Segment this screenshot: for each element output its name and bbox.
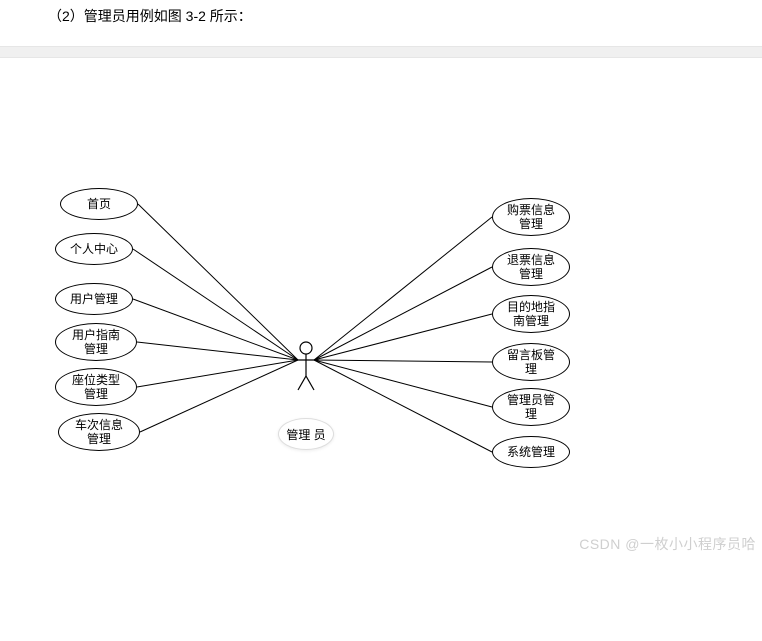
- connector: [138, 204, 298, 360]
- section-gap: [0, 46, 762, 58]
- uc-profile: 个人中心: [55, 233, 133, 265]
- uc-dest-guide: 目的地指南管理: [492, 295, 570, 333]
- use-case-diagram: 管理 员 首页个人中心用户管理用户指南管理座位类型管理车次信息管理 购票信息管理退票…: [0, 58, 762, 558]
- connector: [314, 360, 492, 452]
- header-caption: （2）管理员用例如图 3-2 所示：: [0, 0, 762, 46]
- connector: [314, 217, 492, 360]
- connector: [140, 360, 298, 432]
- uc-seat-type: 座位类型管理: [55, 368, 137, 406]
- caption-text: （2）管理员用例如图 3-2 所示：: [48, 8, 252, 24]
- uc-admin-mgmt: 管理员管理: [492, 388, 570, 426]
- actor-icon: [296, 342, 316, 390]
- uc-user-guide: 用户指南管理: [55, 323, 137, 361]
- uc-ticket-info: 购票信息管理: [492, 198, 570, 236]
- uc-train-info: 车次信息管理: [58, 413, 140, 451]
- connector: [133, 249, 298, 360]
- uc-user-mgmt: 用户管理: [55, 283, 133, 315]
- uc-home: 首页: [60, 188, 138, 220]
- connector: [314, 360, 492, 362]
- uc-refund-info: 退票信息管理: [492, 248, 570, 286]
- connector: [314, 314, 492, 360]
- connector: [314, 267, 492, 360]
- connector: [314, 360, 492, 407]
- connector: [137, 360, 298, 387]
- actor-label: 管理 员: [278, 418, 334, 450]
- watermark: CSDN @一枚小小程序员哈: [579, 534, 756, 554]
- uc-system-mgmt: 系统管理: [492, 436, 570, 468]
- uc-msgboard: 留言板管理: [492, 343, 570, 381]
